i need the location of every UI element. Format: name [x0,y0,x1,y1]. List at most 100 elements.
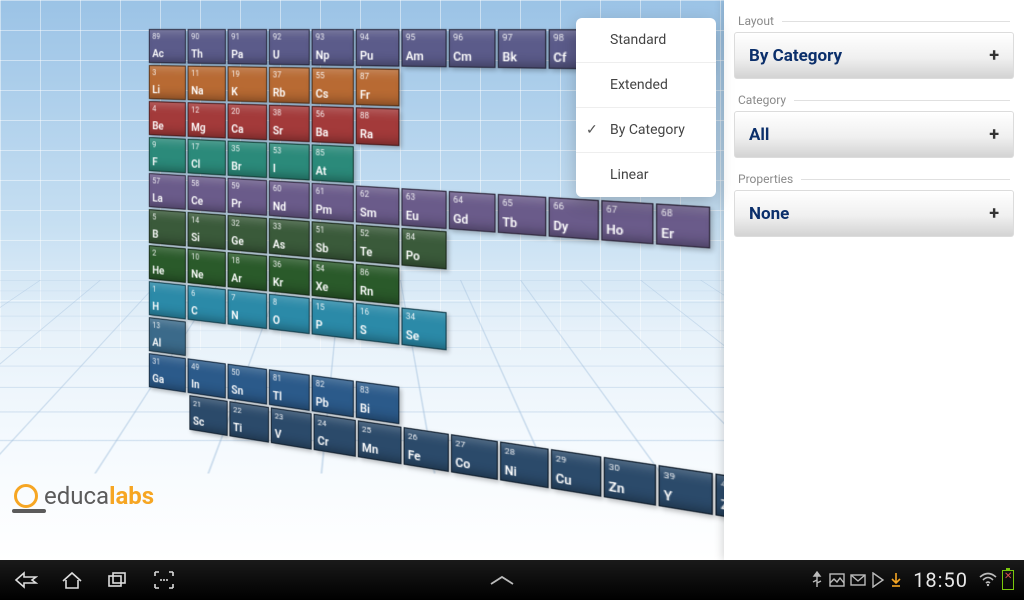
element-Tb[interactable]: 65Tb [498,194,546,236]
element-Dy[interactable]: 66Dy [549,197,599,240]
recent-apps-button[interactable] [102,566,134,594]
element-Sb[interactable]: 51Sb [312,221,354,261]
element-Sn[interactable]: 50Sn [228,364,267,405]
element-At[interactable]: 85At [312,144,354,183]
back-button[interactable] [10,566,42,594]
element-Rn[interactable]: 86Rn [356,264,400,305]
element-O[interactable]: 8O [269,294,310,335]
element-Am[interactable]: 95Am [401,29,446,67]
element-Se[interactable]: 34Se [401,307,446,350]
element-Kr[interactable]: 36Kr [269,256,310,296]
element-Bi[interactable]: 83Bi [356,381,400,424]
element-Br[interactable]: 35Br [228,141,267,178]
element-Sm[interactable]: 62Sm [356,185,400,225]
element-Ce[interactable]: 58Ce [188,175,226,212]
element-Li[interactable]: 3Li [149,65,186,100]
element-Mn[interactable]: 25Mn [358,420,402,464]
element-Th[interactable]: 90Th [188,29,226,64]
element-Ne[interactable]: 10Ne [188,249,226,288]
element-Cl[interactable]: 17Cl [188,139,226,176]
element-U[interactable]: 92U [269,29,310,65]
element-Cr[interactable]: 24Cr [314,414,356,457]
element-Zn[interactable]: 30Zn [604,457,656,506]
element-Rb[interactable]: 37Rb [269,67,310,104]
element-Nd[interactable]: 60Nd [269,180,310,219]
element-Be[interactable]: 4Be [149,101,186,137]
element-Xe[interactable]: 54Xe [312,260,354,301]
element-Fr[interactable]: 87Fr [356,68,400,106]
element-Co[interactable]: 27Co [451,434,498,480]
element-Po[interactable]: 84Po [401,228,446,270]
element-Fe[interactable]: 26Fe [404,427,449,472]
element-As[interactable]: 33As [269,218,310,257]
atomic-number: 64 [453,195,463,206]
element-K[interactable]: 19K [228,66,267,102]
element-Pa[interactable]: 91Pa [228,29,267,65]
layout-select[interactable]: By Category + [734,32,1014,79]
layout-option-standard[interactable]: Standard [576,18,716,63]
element-Er[interactable]: 68Er [656,203,710,248]
element-Ba[interactable]: 56Ba [312,106,354,144]
element-Np[interactable]: 93Np [312,29,354,66]
properties-select[interactable]: None + [734,190,1014,237]
element-Ar[interactable]: 18Ar [228,252,267,291]
element-symbol: Rn [360,284,374,300]
element-Pm[interactable]: 61Pm [312,183,354,222]
element-Ga[interactable]: 31Ga [149,353,186,392]
element-Mg[interactable]: 12Mg [188,102,226,138]
element-Zr[interactable]: 40Zr [715,473,724,524]
element-I[interactable]: 53I [269,142,310,180]
element-Ca[interactable]: 20Ca [228,103,267,140]
element-S[interactable]: 16S [356,303,400,345]
element-In[interactable]: 49In [188,358,226,398]
element-Pb[interactable]: 82Pb [312,375,354,418]
element-P[interactable]: 15P [312,298,354,339]
element-Sr[interactable]: 38Sr [269,105,310,142]
element-V[interactable]: 23V [271,407,312,449]
layout-option-by-category[interactable]: ✓By Category [576,108,716,153]
element-Ni[interactable]: 28Ni [500,441,549,488]
element-symbol: Cu [556,471,572,489]
atomic-number: 50 [231,367,239,377]
element-symbol: Np [316,48,330,62]
element-Te[interactable]: 52Te [356,225,400,266]
element-Ra[interactable]: 88Ra [356,107,400,146]
element-symbol: Po [406,248,420,264]
element-N[interactable]: 7N [228,289,267,329]
element-Cs[interactable]: 55Cs [312,67,354,105]
element-Y[interactable]: 39Y [659,465,713,515]
element-B[interactable]: 5B [149,209,186,246]
layout-option-linear[interactable]: Linear [576,153,716,197]
layout-option-extended[interactable]: Extended [576,63,716,108]
atomic-number: 38 [273,108,282,118]
element-Pu[interactable]: 94Pu [356,29,400,67]
element-Ge[interactable]: 32Ge [228,215,267,254]
element-Gd[interactable]: 64Gd [449,191,496,233]
element-Cu[interactable]: 29Cu [551,449,601,497]
element-Sc[interactable]: 21Sc [189,395,227,436]
element-Tl[interactable]: 81Tl [269,369,310,411]
element-F[interactable]: 9F [149,137,186,173]
element-symbol: I [273,162,276,176]
category-select[interactable]: All + [734,111,1014,158]
element-Cm[interactable]: 96Cm [449,29,496,68]
status-tray[interactable]: 18:50 [810,568,1014,592]
element-Al[interactable]: 13Al [149,317,186,356]
element-Bk[interactable]: 97Bk [498,29,546,69]
element-Si[interactable]: 14Si [188,212,226,250]
screenshot-button[interactable] [148,566,180,594]
element-Ho[interactable]: 67Ho [601,200,653,244]
element-Pr[interactable]: 59Pr [228,178,267,216]
element-C[interactable]: 6C [188,285,226,324]
element-symbol: Xe [316,279,329,294]
element-La[interactable]: 57La [149,173,186,210]
navbar-expand[interactable] [194,573,810,587]
element-Na[interactable]: 11Na [188,66,226,102]
element-Ti[interactable]: 22Ti [229,401,268,443]
element-Ac[interactable]: 89Ac [149,29,186,64]
element-Eu[interactable]: 63Eu [401,188,446,229]
element-He[interactable]: 2He [149,245,186,283]
atomic-number: 49 [191,362,199,372]
element-H[interactable]: 1H [149,281,186,319]
home-button[interactable] [56,566,88,594]
